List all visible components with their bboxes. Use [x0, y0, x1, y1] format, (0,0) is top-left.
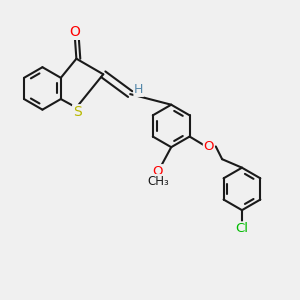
- Text: O: O: [70, 25, 80, 39]
- Text: H: H: [134, 83, 143, 96]
- Text: O: O: [203, 140, 214, 153]
- Text: O: O: [152, 165, 163, 178]
- Text: S: S: [73, 105, 82, 119]
- Text: Cl: Cl: [236, 222, 248, 235]
- Text: CH₃: CH₃: [147, 175, 169, 188]
